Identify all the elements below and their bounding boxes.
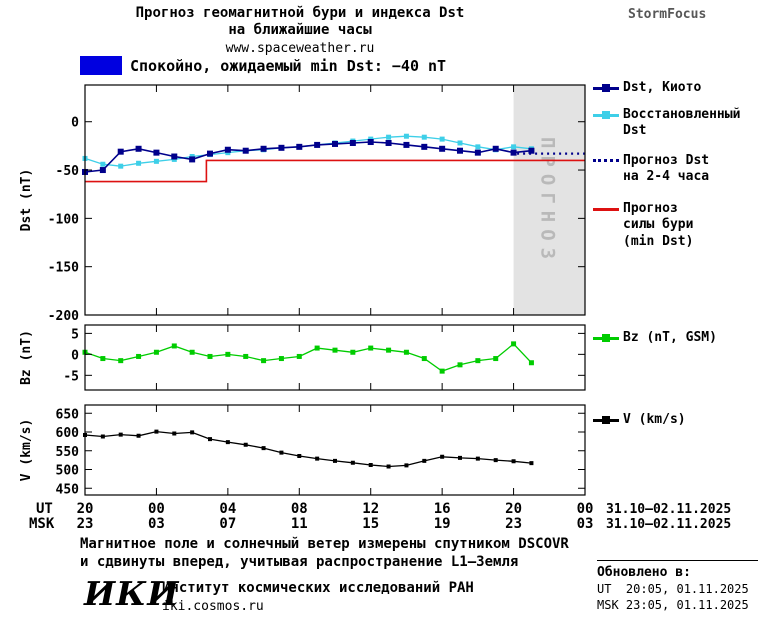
page-title: Прогноз геомагнитной бури и индекса Dst [135,5,465,21]
svg-text:ПРОГНОЗ: ПРОГНОЗ [537,137,559,266]
legend-v: V (km/s) [593,412,760,428]
svg-text:650: 650 [56,407,80,422]
svg-text:Dst (nT): Dst (nT) [19,169,34,232]
svg-text:20: 20 [505,501,522,517]
updated-block: Обновлено в: UT 20:05, 01.11.2025 MSK 23… [597,560,758,612]
svg-text:20: 20 [77,501,94,517]
bz-marker-icon [593,332,619,345]
legend-label: Прогноз Dst на 2-4 часа [623,153,710,185]
updated-ut: UT 20:05, 01.11.2025 [597,582,749,596]
legend-label: Dst, Киото [623,80,702,95]
svg-text:31.10–02.11.2025: 31.10–02.11.2025 [606,502,731,517]
legend-dst-forecast: Прогноз Dst на 2-4 часа [593,153,760,186]
page-title-line2: на ближайшие часы [228,22,372,38]
legend-dst-reconstructed: Восстановленный Dst [593,107,760,140]
storm-forecast-line-icon [593,203,619,216]
institute-site-link[interactable]: iki.cosmos.ru [162,599,264,614]
svg-text:-100: -100 [48,212,79,227]
legend-bz: Bz (nT, GSM) [593,330,760,346]
svg-text:-200: -200 [48,309,79,324]
quiet-level-swatch [80,56,122,75]
svg-text:04: 04 [219,501,236,517]
legend-label: Восстановленный Dst [623,107,741,139]
iki-logo: ИКИ [84,574,180,613]
svg-text:15: 15 [362,516,379,532]
dst-reconstructed-marker-icon [593,109,619,122]
svg-text:08: 08 [291,501,308,517]
updated-msk: MSK 23:05, 01.11.2025 [597,598,749,612]
legend-label: V (km/s) [623,412,686,427]
site-link[interactable]: www.spaceweather.ru [225,41,375,56]
svg-text:00: 00 [148,501,165,517]
status-banner: Спокойно, ожидаемый min Dst: −40 nT [80,56,446,75]
svg-text:19: 19 [434,516,451,532]
legend-dst-kyoto: Dst, Киото [593,80,760,96]
svg-text:0: 0 [71,116,79,131]
svg-text:12: 12 [362,501,379,517]
svg-text:11: 11 [291,516,308,532]
svg-text:550: 550 [56,445,80,460]
forecast-chart: ПРОГНОЗ 0 -50 -100 -150 -200 Dst (nT) 5 0 -5 Bz (n… [19,84,731,532]
header: Прогноз геомагнитной бури и индекса Dst … [40,5,560,56]
measurement-note-line1: Магнитное поле и солнечный ветер измерен… [80,536,569,552]
svg-text:03: 03 [577,516,594,532]
legend-storm-forecast: Прогноз силы бури (min Dst) [593,201,760,250]
v-marker-icon [593,414,619,427]
svg-text:00: 00 [577,501,594,517]
svg-text:V (km/s): V (km/s) [19,419,34,482]
svg-text:500: 500 [56,464,80,479]
svg-text:MSK: MSK [29,516,55,532]
dst-forecast-dotted-line-icon [593,155,619,168]
institute-name: Институт космических исследований РАН [162,580,474,596]
updated-label: Обновлено в: [597,565,691,580]
svg-text:07: 07 [219,516,236,532]
svg-text:5: 5 [71,327,79,342]
svg-text:600: 600 [56,426,80,441]
measurement-note-line2: и сдвинуты вперед, учитывая распростране… [80,554,519,570]
legend-label: Прогноз силы бури (min Dst) [623,201,694,249]
svg-text:31.10–02.11.2025: 31.10–02.11.2025 [606,517,731,532]
svg-text:-150: -150 [48,261,79,276]
svg-text:-5: -5 [63,369,79,384]
svg-text:16: 16 [434,501,451,517]
legend-label: Bz (nT, GSM) [623,330,717,345]
svg-text:23: 23 [505,516,522,532]
svg-text:450: 450 [56,482,80,497]
svg-text:UT: UT [36,501,53,517]
svg-text:03: 03 [148,516,165,532]
divider [597,560,758,561]
svg-text:Bz (nT): Bz (nT) [19,330,34,385]
svg-text:23: 23 [77,516,94,532]
status-banner-text: Спокойно, ожидаемый min Dst: −40 nT [130,56,447,75]
svg-text:0: 0 [71,348,79,363]
dst-kyoto-marker-icon [593,82,619,95]
brand-stormfocus: StormFocus [628,7,707,22]
svg-text:-50: -50 [56,164,80,179]
